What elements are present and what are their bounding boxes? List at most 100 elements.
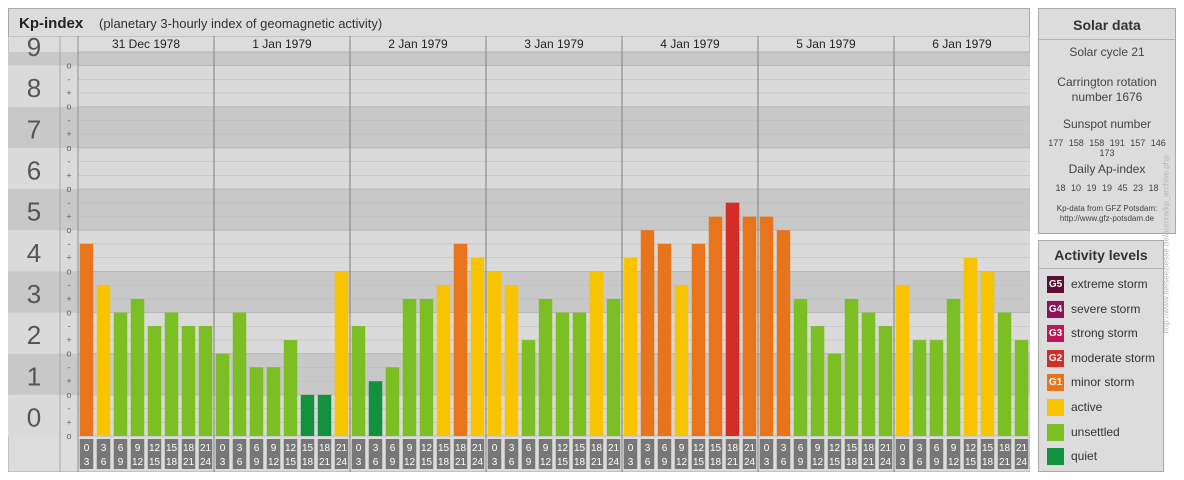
minor-tick-mark: o	[66, 225, 71, 235]
kp-bar	[436, 284, 451, 436]
interval-end-label: 24	[880, 457, 892, 468]
interval-start-label: 15	[438, 443, 450, 454]
minor-tick-mark: o	[66, 266, 71, 276]
kp-bar	[589, 271, 604, 436]
day-date-label: 4 Jan 1979	[660, 37, 720, 51]
interval-box	[368, 439, 383, 469]
interval-start-label: 6	[526, 443, 532, 454]
legend-label: moderate storm	[1071, 350, 1156, 365]
legend-swatch: G2	[1047, 349, 1064, 367]
interval-start-label: 0	[900, 443, 906, 454]
interval-start-label: 15	[302, 443, 314, 454]
interval-box	[776, 439, 791, 469]
interval-box	[334, 439, 349, 469]
kp-band	[8, 230, 1030, 272]
day-date-label: 6 Jan 1979	[932, 37, 992, 51]
interval-start-label: 21	[880, 443, 892, 454]
kp-bar	[1014, 340, 1029, 436]
minor-tick-mark: o	[66, 308, 71, 318]
source-link[interactable]: http://www.gfz-potsdam.de	[1059, 214, 1155, 223]
minor-tick-mark: o	[66, 349, 71, 359]
legend-label: minor storm	[1071, 375, 1135, 390]
kp-bar	[266, 367, 281, 436]
interval-box	[487, 439, 502, 469]
interval-start-label: 18	[183, 443, 195, 454]
carrington-line-1: Carrington rotation	[1057, 75, 1157, 89]
interval-box	[572, 439, 587, 469]
interval-start-label: 6	[118, 443, 124, 454]
interval-start-label: 0	[764, 443, 770, 454]
interval-start-label: 21	[336, 443, 348, 454]
interval-end-label: 24	[336, 457, 348, 468]
interval-box	[691, 439, 706, 469]
interval-end-label: 21	[863, 457, 875, 468]
interval-start-label: 9	[679, 443, 685, 454]
minor-tick-mark: +	[66, 129, 71, 139]
interval-end-label: 9	[526, 457, 532, 468]
interval-box	[963, 439, 978, 469]
legend-label: extreme storm	[1071, 277, 1148, 291]
kp-bar	[759, 216, 774, 436]
interval-box	[657, 439, 672, 469]
interval-box	[504, 439, 519, 469]
interval-box	[929, 439, 944, 469]
interval-box	[470, 439, 485, 469]
kp-bar	[793, 298, 808, 436]
y-tick-label: 0	[27, 402, 41, 432]
interval-end-label: 24	[472, 457, 484, 468]
legend-label: unsettled	[1071, 424, 1120, 439]
interval-box	[385, 439, 400, 469]
kp-bar	[776, 230, 791, 436]
interval-box	[283, 439, 298, 469]
activity-legend-panel: Activity levels G5 extreme storm G4 severe …	[1038, 240, 1164, 472]
interval-end-label: 15	[965, 457, 977, 468]
interval-box	[436, 439, 451, 469]
interval-box	[946, 439, 961, 469]
interval-start-label: 12	[965, 443, 977, 454]
interval-end-label: 6	[917, 457, 923, 468]
ap-label: Daily Ap-index	[1068, 162, 1146, 176]
kp-bar	[861, 312, 876, 436]
kp-bar	[283, 340, 298, 436]
interval-end-label: 3	[492, 457, 498, 468]
interval-end-label: 18	[302, 457, 314, 468]
kp-bar	[895, 284, 910, 436]
interval-start-label: 0	[492, 443, 498, 454]
day-date-label: 3 Jan 1979	[524, 37, 584, 51]
kp-bar	[470, 257, 485, 436]
interval-start-label: 3	[645, 443, 651, 454]
interval-end-label: 9	[254, 457, 260, 468]
interval-box	[266, 439, 281, 469]
interval-start-label: 12	[421, 443, 433, 454]
minor-tick-mark: -	[68, 404, 71, 414]
kp-bar	[198, 326, 213, 436]
interval-box	[895, 439, 910, 469]
interval-end-label: 18	[982, 457, 994, 468]
minor-tick-mark: +	[66, 335, 71, 345]
y-tick-label: 2	[27, 320, 41, 350]
interval-start-label: 18	[455, 443, 467, 454]
interval-end-label: 9	[118, 457, 124, 468]
interval-end-label: 15	[693, 457, 705, 468]
interval-end-label: 12	[948, 457, 960, 468]
interval-end-label: 18	[574, 457, 586, 468]
interval-start-label: 21	[472, 443, 484, 454]
interval-start-label: 0	[628, 443, 634, 454]
minor-tick-mark: o	[66, 390, 71, 400]
kp-bar	[351, 326, 366, 436]
kp-bar	[96, 284, 111, 436]
kp-bar	[623, 257, 638, 436]
kp-bar	[181, 326, 196, 436]
interval-box	[453, 439, 468, 469]
minor-tick-mark: -	[68, 115, 71, 125]
minor-tick-mark: +	[66, 170, 71, 180]
minor-tick-mark: +	[66, 253, 71, 263]
interval-start-label: 21	[744, 443, 756, 454]
kp-bar	[810, 326, 825, 436]
chart-subtitle: (planetary 3-hourly index of geomagnetic…	[99, 16, 383, 31]
kp-bar	[334, 271, 349, 436]
kp-bar	[453, 243, 468, 436]
interval-box	[793, 439, 808, 469]
interval-start-label: 0	[356, 443, 362, 454]
interval-start-label: 6	[798, 443, 804, 454]
